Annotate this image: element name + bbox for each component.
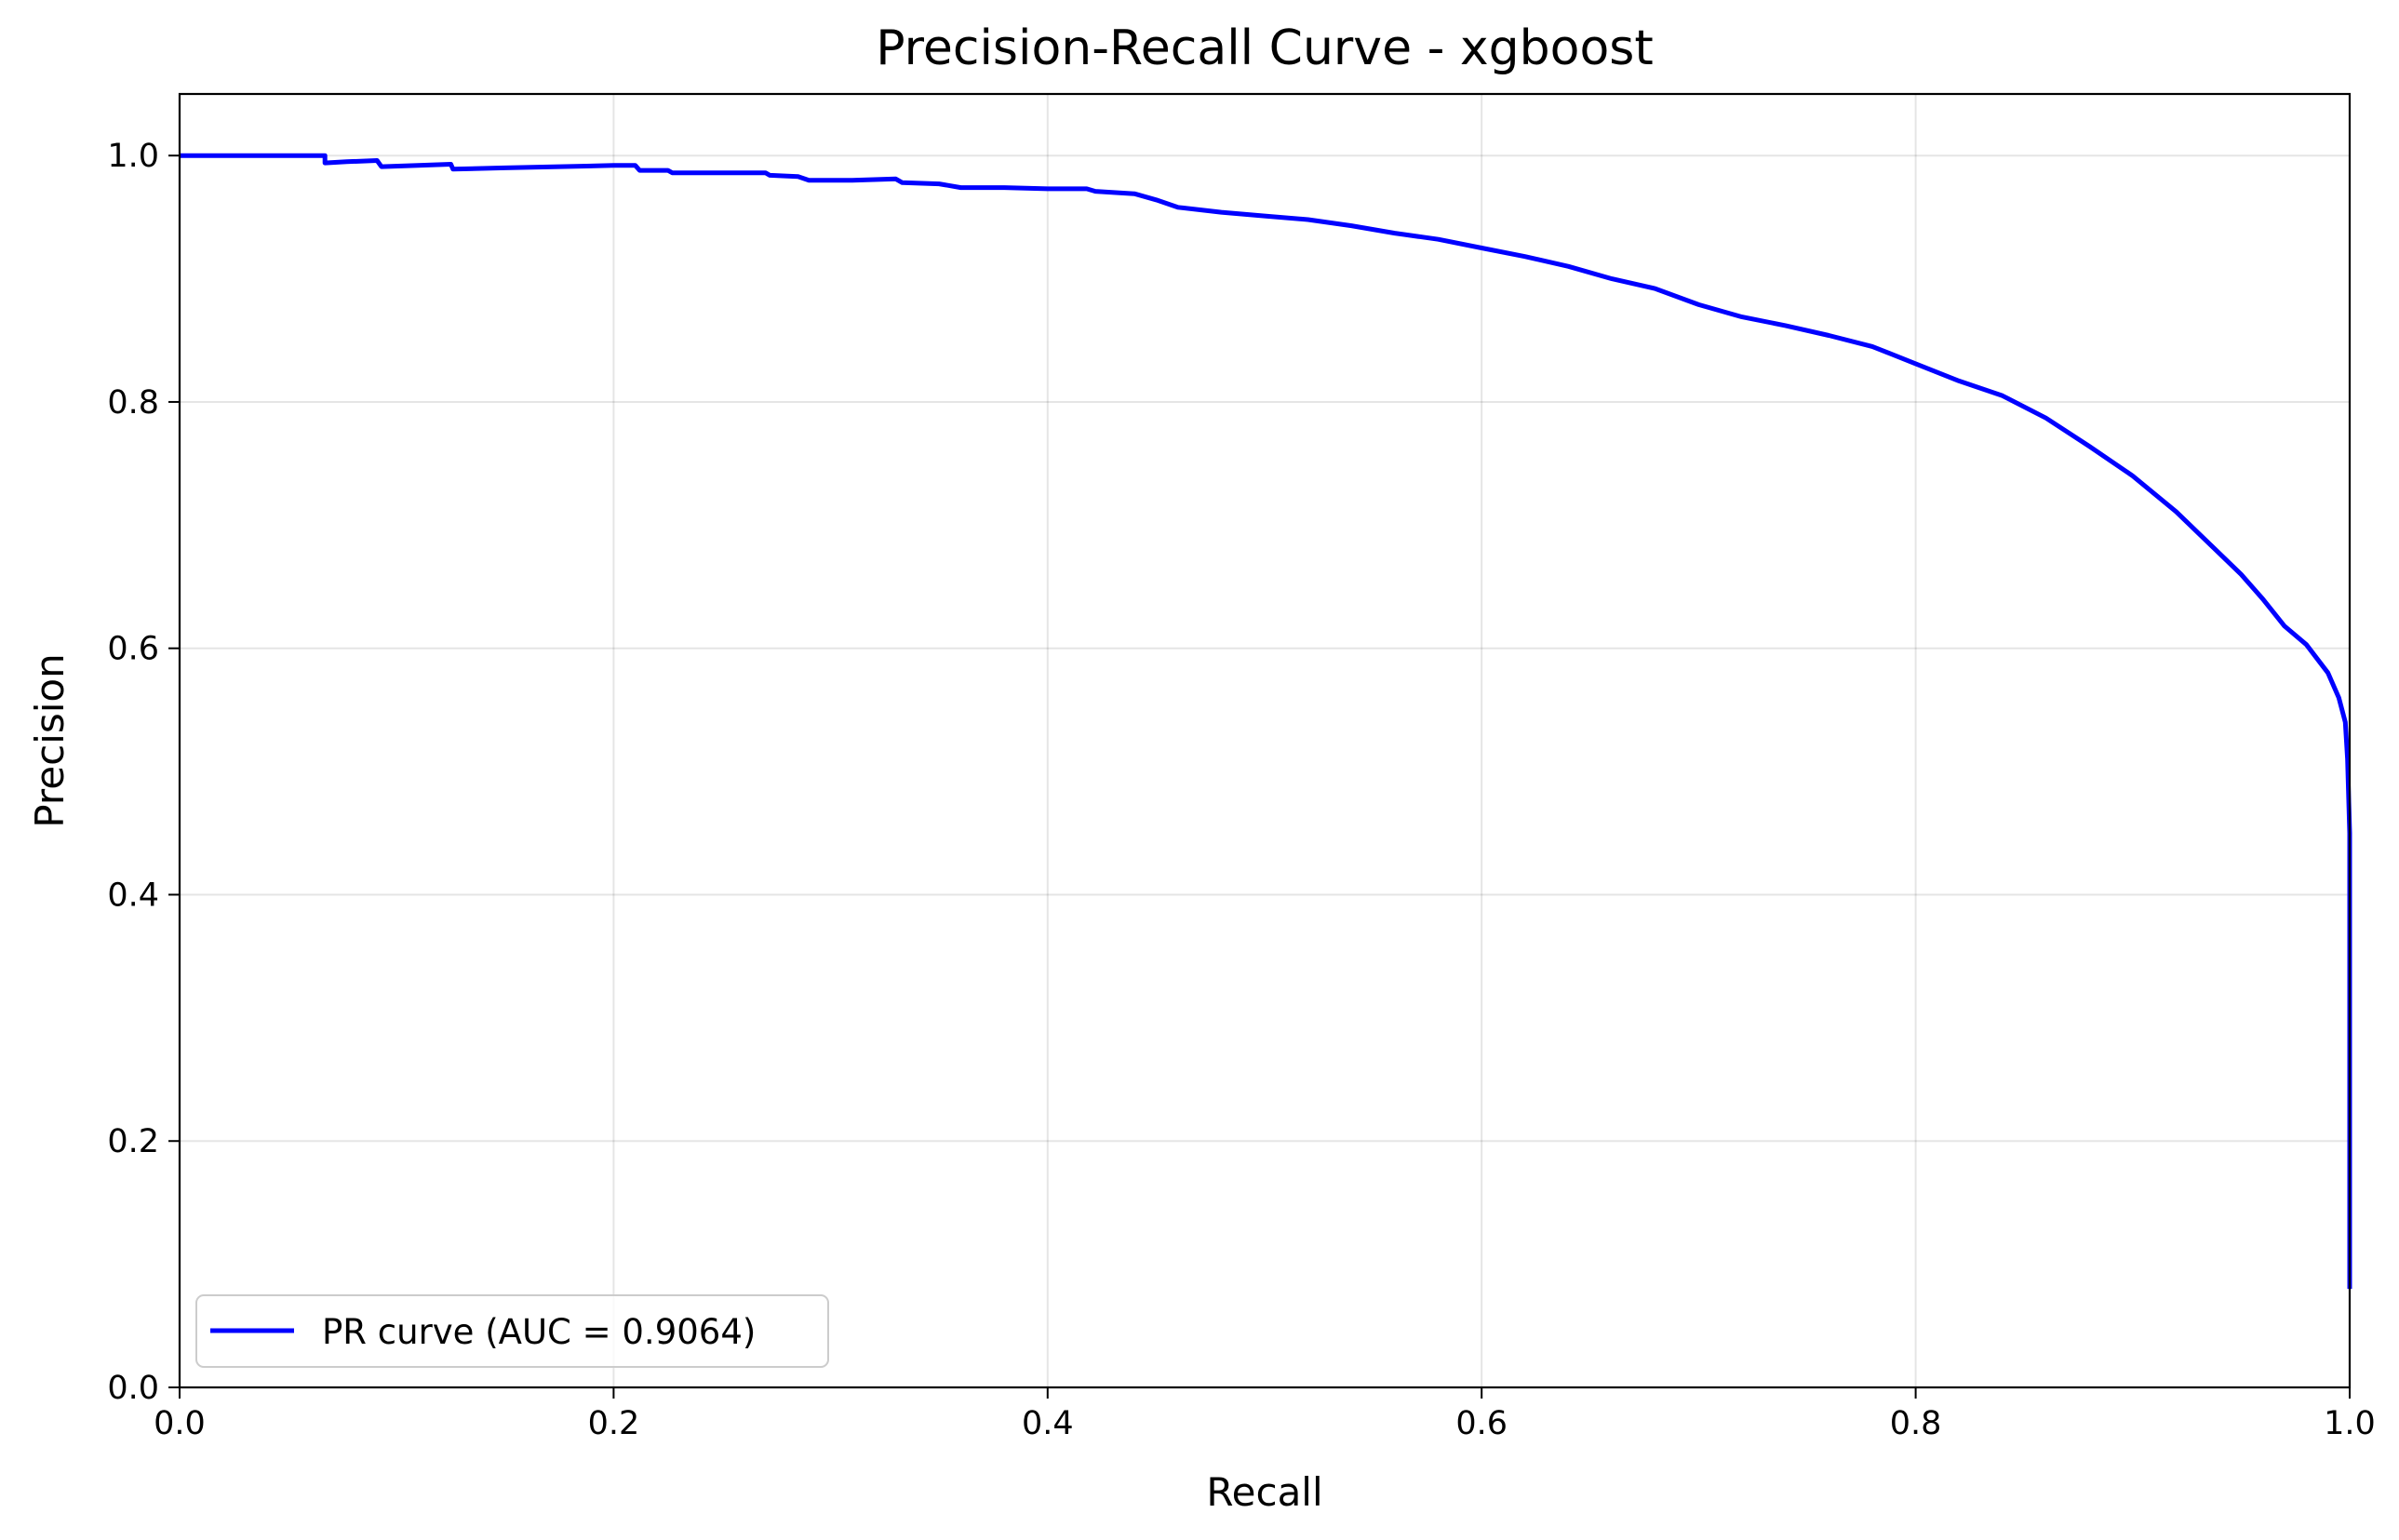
legend: PR curve (AUC = 0.9064)	[195, 1294, 829, 1368]
x-tick-label: 1.0	[2324, 1405, 2376, 1442]
series-layer	[180, 153, 2352, 1290]
chart-title: Precision-Recall Curve - xgboost	[876, 20, 1654, 76]
y-tick-label: 0.2	[107, 1123, 159, 1160]
y-tick-label: 0.8	[107, 384, 159, 422]
x-tick-label: 0.6	[1455, 1405, 1508, 1442]
y-axis-label: Precision	[27, 653, 73, 827]
x-axis-label: Recall	[1206, 1469, 1322, 1515]
legend-label: PR curve (AUC = 0.9064)	[322, 1312, 756, 1352]
x-tick-label: 0.8	[1890, 1405, 1942, 1442]
pr-curve-line	[180, 153, 2352, 1290]
y-tick-label: 0.6	[107, 631, 159, 668]
x-tick-label: 0.0	[154, 1405, 206, 1442]
plot-frame	[178, 92, 2352, 1389]
x-tick-label: 0.2	[588, 1405, 640, 1442]
y-tick-label: 1.0	[107, 138, 159, 175]
x-tick-label: 0.4	[1022, 1405, 1074, 1442]
y-tick-label: 0.0	[107, 1370, 159, 1407]
y-tick-label: 0.4	[107, 877, 159, 914]
axis-ticks: 0.0 0.2 0.4 0.6 0.8 1.0 0.0 0.2 0.4 0.6 0.8 1.0	[107, 138, 2376, 1442]
legend-box	[195, 1294, 829, 1368]
